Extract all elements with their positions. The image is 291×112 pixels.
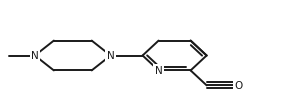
Text: N: N <box>31 51 39 61</box>
Text: N: N <box>107 51 114 61</box>
Text: O: O <box>235 81 243 90</box>
Text: N: N <box>155 66 162 76</box>
